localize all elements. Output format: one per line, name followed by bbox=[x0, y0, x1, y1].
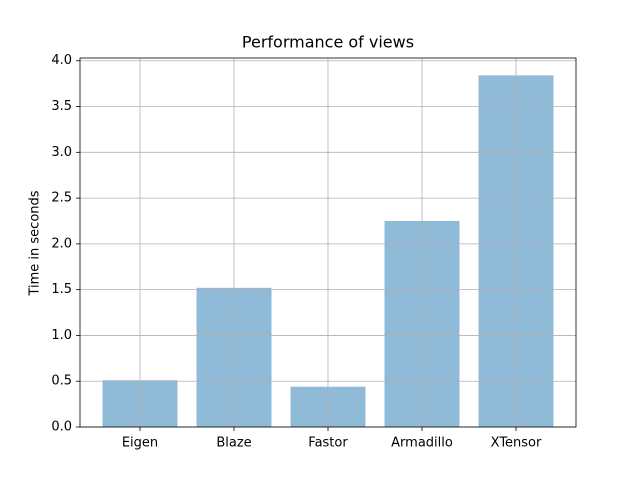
y-axis-label: Time in seconds bbox=[28, 190, 43, 296]
y-tick-label: 0.5 bbox=[51, 374, 72, 389]
y-tick-label: 0.0 bbox=[51, 420, 72, 435]
x-tick-label: Blaze bbox=[216, 436, 251, 451]
y-tick-label: 1.0 bbox=[51, 328, 72, 343]
y-tick-label: 4.0 bbox=[51, 53, 72, 68]
x-tick-label: Eigen bbox=[122, 436, 158, 451]
y-tick-label: 1.5 bbox=[51, 282, 72, 297]
y-tick-label: 2.0 bbox=[51, 236, 72, 251]
y-tick-label: 3.0 bbox=[51, 145, 72, 160]
x-tick-label: Fastor bbox=[308, 436, 348, 451]
chart-title: Performance of views bbox=[242, 33, 414, 52]
y-tick-label: 2.5 bbox=[51, 191, 72, 206]
y-tick-label: 3.5 bbox=[51, 99, 72, 114]
x-tick-label: XTensor bbox=[491, 436, 542, 451]
x-tick-label: Armadillo bbox=[391, 436, 453, 451]
